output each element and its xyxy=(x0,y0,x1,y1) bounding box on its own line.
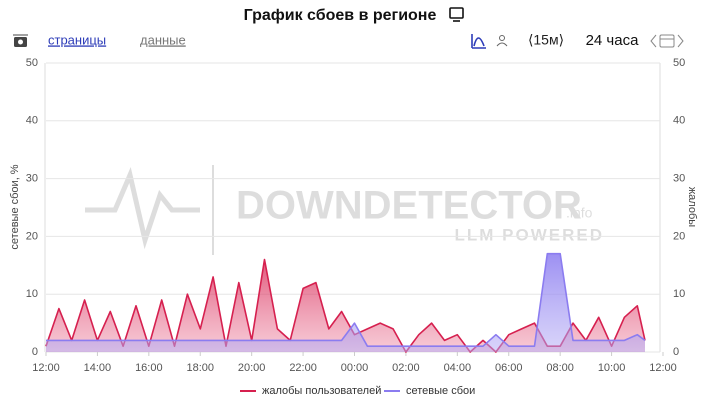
legend-label: сетевые сбои xyxy=(406,385,475,397)
y2-tick-label: 0 xyxy=(673,346,679,358)
x-tick-label: 12:00 xyxy=(32,362,60,374)
series-area xyxy=(46,259,645,352)
y2-tick-label: 20 xyxy=(673,230,685,242)
y2-tick-label: 30 xyxy=(673,173,685,185)
title: График сбоев в регионе xyxy=(244,7,437,24)
y-tick-label: 20 xyxy=(26,230,38,242)
x-tick-label: 20:00 xyxy=(238,362,266,374)
y2-tick-label: 10 xyxy=(673,288,685,300)
y-tick-label: 10 xyxy=(26,288,38,300)
chart-mode-icon[interactable] xyxy=(471,34,486,49)
camera-icon[interactable] xyxy=(13,34,28,47)
watermark-brand: DOWNDETECTOR xyxy=(236,184,582,228)
x-tick-label: 12:00 xyxy=(649,362,677,374)
y-tick-label: 30 xyxy=(26,173,38,185)
x-tick-label: 22:00 xyxy=(289,362,317,374)
x-tick-label: 14:00 xyxy=(84,362,112,374)
range[interactable]: 24 часа xyxy=(586,32,640,49)
tab[interactable]: страницы xyxy=(48,32,106,47)
y-tick-label: 50 xyxy=(26,57,38,69)
x-tick-label: 04:00 xyxy=(444,362,472,374)
monitor-icon xyxy=(449,7,464,22)
y-tick-label: 0 xyxy=(32,346,38,358)
x-tick-label: 00:00 xyxy=(341,362,369,374)
tab[interactable]: данные xyxy=(140,32,186,47)
user-icon[interactable] xyxy=(496,35,508,47)
y2-axis-title: жалобы xyxy=(686,187,698,227)
x-tick-label: 16:00 xyxy=(135,362,163,374)
series-line xyxy=(46,252,646,347)
y2-tick-label: 40 xyxy=(673,115,685,127)
calendar-icon[interactable] xyxy=(650,34,684,48)
watermark-tagline: LLM POWERED xyxy=(455,225,605,244)
legend-label: жалобы пользователей xyxy=(262,385,381,397)
x-tick-label: 10:00 xyxy=(598,362,626,374)
watermark: DOWNDETECTOR .info LLM POWERED xyxy=(85,165,605,255)
x-tick-label: 18:00 xyxy=(186,362,214,374)
y2-tick-label: 50 xyxy=(673,57,685,69)
watermark-suffix: .info xyxy=(566,205,593,221)
interval[interactable]: ⟨15м⟩ xyxy=(528,32,564,48)
x-tick-label: 08:00 xyxy=(546,362,574,374)
y-axis-title: сетевые сбои, % xyxy=(9,164,21,249)
x-tick-label: 02:00 xyxy=(392,362,420,374)
y-tick-label: 40 xyxy=(26,115,38,127)
x-tick-label: 06:00 xyxy=(495,362,523,374)
series-area xyxy=(46,253,645,352)
